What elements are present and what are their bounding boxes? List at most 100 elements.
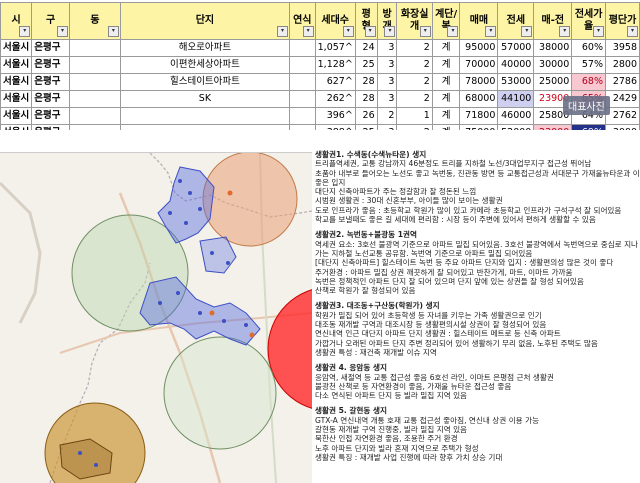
table-cell[interactable]: 57% bbox=[571, 56, 607, 74]
table-cell[interactable] bbox=[119, 124, 290, 130]
filter-dropdown-icon[interactable]: ▾ bbox=[107, 26, 119, 37]
table-cell[interactable]: 2 bbox=[376, 107, 398, 125]
filter-dropdown-icon[interactable]: ▾ bbox=[593, 26, 605, 37]
table-cell[interactable]: 3 bbox=[376, 90, 398, 108]
table-cell[interactable]: 은평구 bbox=[31, 90, 71, 108]
column-header[interactable]: 세대수 ▾ bbox=[314, 2, 356, 40]
table-cell[interactable]: 71800 bbox=[459, 107, 499, 125]
column-header[interactable]: 평형▾ bbox=[354, 2, 378, 40]
table-cell[interactable]: 은평구 bbox=[31, 73, 71, 91]
table-cell[interactable]: 44100 bbox=[497, 90, 535, 108]
table-cell[interactable]: 3000 bbox=[605, 124, 640, 130]
table-cell[interactable]: 서울시 bbox=[0, 90, 33, 108]
table-cell[interactable]: 70000 bbox=[459, 56, 499, 74]
column-header[interactable]: 단지 ▾ bbox=[119, 2, 290, 40]
table-cell[interactable]: 2800 bbox=[605, 56, 640, 74]
living-zone-circle-orange[interactable] bbox=[202, 153, 298, 247]
column-header[interactable]: 매-전 ▾ bbox=[533, 2, 573, 40]
table-cell[interactable] bbox=[288, 107, 316, 125]
table-cell[interactable]: 46000 bbox=[497, 107, 535, 125]
table-cell[interactable]: 25 bbox=[354, 124, 378, 130]
table-cell[interactable]: 서울시 bbox=[0, 39, 33, 57]
column-header[interactable]: 화장실개 ▾ bbox=[396, 2, 433, 40]
table-cell[interactable] bbox=[69, 56, 121, 74]
column-header[interactable]: 구 ▾ bbox=[31, 2, 71, 40]
table-cell[interactable]: 힐스테이트아파트 bbox=[119, 73, 290, 91]
table-cell[interactable]: 2 bbox=[396, 39, 433, 57]
table-cell[interactable]: 26 bbox=[354, 107, 378, 125]
column-header[interactable]: 매매 ▾ bbox=[459, 2, 499, 40]
table-cell[interactable]: 396^ bbox=[314, 107, 356, 125]
table-row[interactable]: 서울시은평구388^2532계75000520002300069%3000 bbox=[0, 124, 640, 130]
table-cell[interactable]: 서울시 bbox=[0, 56, 33, 74]
table-cell[interactable]: 23000 bbox=[533, 124, 573, 130]
table-cell[interactable]: 서울시 bbox=[0, 73, 33, 91]
table-cell[interactable]: 627^ bbox=[314, 73, 356, 91]
table-cell[interactable]: 2 bbox=[396, 56, 433, 74]
map-area[interactable] bbox=[0, 152, 312, 483]
table-cell[interactable]: 24 bbox=[354, 39, 378, 57]
table-cell[interactable]: 2786 bbox=[605, 73, 640, 91]
table-cell[interactable]: 68000 bbox=[459, 90, 499, 108]
table-row[interactable]: 서울시 은평구 이편한세상아파트 1,128^ 25 3 2 계 70000 40000 30000… bbox=[0, 56, 640, 74]
table-cell[interactable]: 3958 bbox=[605, 39, 640, 57]
table-cell[interactable]: 78000 bbox=[459, 73, 499, 91]
table-cell[interactable]: 25000 bbox=[533, 73, 573, 91]
table-cell[interactable] bbox=[288, 90, 316, 108]
column-header[interactable]: 계단/복 ▾ bbox=[431, 2, 461, 40]
table-cell[interactable]: 262^ bbox=[314, 90, 356, 108]
table-cell[interactable]: 이편한세상아파트 bbox=[119, 56, 290, 74]
filter-dropdown-icon[interactable]: ▾ bbox=[559, 26, 571, 37]
table-cell[interactable]: 68% bbox=[571, 73, 607, 91]
table-cell[interactable]: 60% bbox=[571, 39, 607, 57]
table-cell[interactable]: SK bbox=[119, 90, 290, 108]
table-cell[interactable]: 25 bbox=[354, 56, 378, 74]
table-row[interactable]: 서울시 은평구 힐스테이트아파트 627^ 28 3 2 계 78000 53000 25000 68… bbox=[0, 73, 640, 91]
region-polygon-1[interactable] bbox=[157, 166, 215, 244]
table-cell[interactable]: 은평구 bbox=[31, 56, 71, 74]
table-cell[interactable]: 2 bbox=[396, 90, 433, 108]
table-cell[interactable]: 해오로아파트 bbox=[119, 39, 290, 57]
filter-dropdown-icon[interactable]: ▾ bbox=[521, 26, 533, 37]
table-cell[interactable]: 계 bbox=[431, 39, 461, 57]
filter-dropdown-icon[interactable]: ▾ bbox=[485, 26, 497, 37]
table-cell[interactable] bbox=[288, 73, 316, 91]
table-cell[interactable]: 52000 bbox=[497, 124, 535, 130]
table-cell[interactable]: 95000 bbox=[459, 39, 499, 57]
table-cell[interactable]: 계 bbox=[431, 56, 461, 74]
region-polygon-4[interactable] bbox=[59, 438, 113, 480]
table-cell[interactable]: 은평구 bbox=[31, 107, 71, 125]
living-zone-circle-green-2[interactable] bbox=[163, 336, 277, 450]
table-cell[interactable] bbox=[288, 56, 316, 74]
table-cell[interactable]: 계 bbox=[431, 107, 461, 125]
table-row[interactable]: 서울시 은평구 해오로아파트 1,057^ 24 3 2 계 95000 57000 38000 60… bbox=[0, 39, 640, 57]
table-cell[interactable] bbox=[69, 73, 121, 91]
column-header[interactable]: 방개▾ bbox=[376, 2, 398, 40]
filter-dropdown-icon[interactable]: ▾ bbox=[447, 26, 459, 37]
filter-dropdown-icon[interactable]: ▾ bbox=[419, 26, 431, 37]
table-cell[interactable]: 계 bbox=[431, 90, 461, 108]
table-cell[interactable]: 3 bbox=[376, 56, 398, 74]
table-cell[interactable]: 388^ bbox=[314, 124, 356, 130]
table-cell[interactable] bbox=[69, 39, 121, 57]
table-cell[interactable]: 1,057^ bbox=[314, 39, 356, 57]
table-cell[interactable]: 38000 bbox=[533, 39, 573, 57]
filter-dropdown-icon[interactable]: ▾ bbox=[302, 26, 314, 37]
column-header[interactable]: 시 ▾ bbox=[0, 2, 33, 40]
table-row[interactable]: 서울시 은평구 396^ 26 2 1 계 71800 46000 25800 64% 2762 bbox=[0, 107, 640, 125]
table-cell[interactable]: 53000 bbox=[497, 73, 535, 91]
filter-dropdown-icon[interactable]: ▾ bbox=[276, 26, 288, 37]
table-cell[interactable]: 1 bbox=[396, 107, 433, 125]
table-cell[interactable]: 3 bbox=[376, 39, 398, 57]
filter-dropdown-icon[interactable]: ▾ bbox=[384, 26, 396, 37]
table-cell[interactable]: 1,128^ bbox=[314, 56, 356, 74]
table-cell[interactable]: 28 bbox=[354, 90, 378, 108]
living-zone-circle-red[interactable] bbox=[267, 287, 312, 411]
filter-dropdown-icon[interactable]: ▾ bbox=[57, 26, 69, 37]
table-cell[interactable] bbox=[119, 107, 290, 125]
table-cell[interactable]: 3 bbox=[376, 73, 398, 91]
living-zone-circle-brown[interactable] bbox=[44, 402, 146, 483]
table-cell[interactable]: 서울시 bbox=[0, 107, 33, 125]
table-cell[interactable]: 30000 bbox=[533, 56, 573, 74]
